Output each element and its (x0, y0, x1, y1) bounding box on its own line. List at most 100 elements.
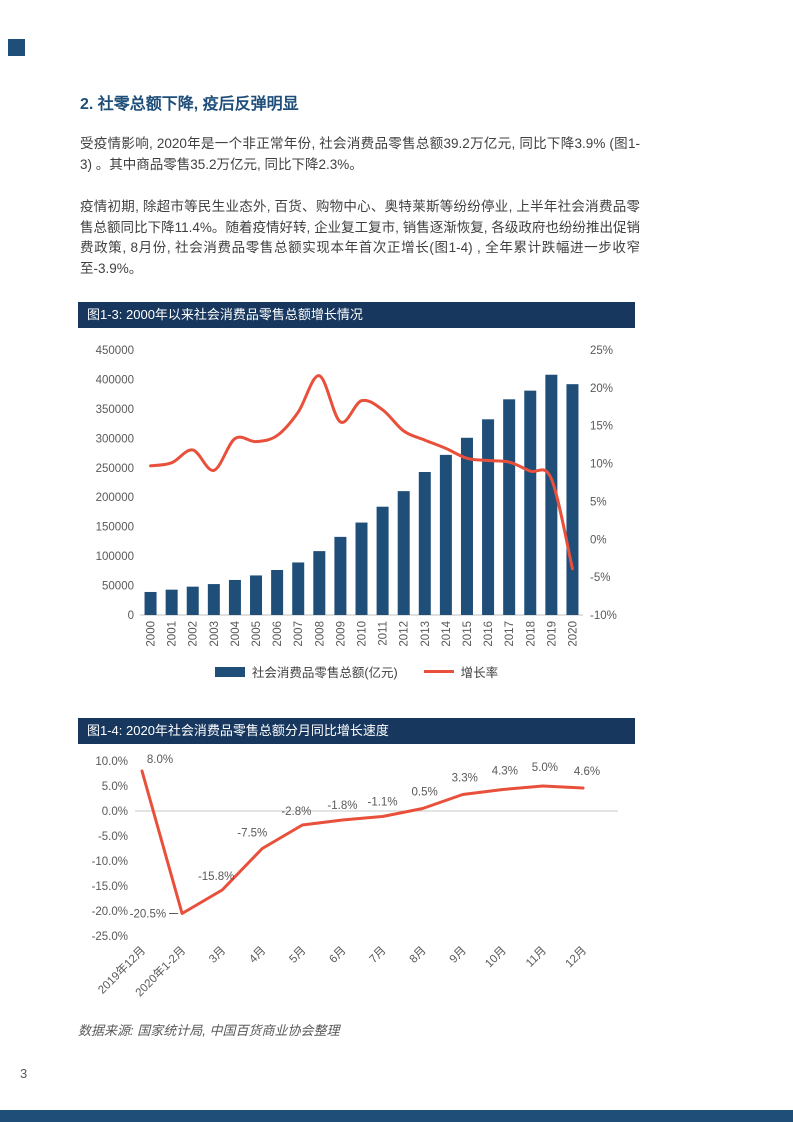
y-axis-tick-label: 200000 (96, 492, 134, 504)
y2-axis-tick-label: -10% (590, 610, 617, 622)
data-label: 3.3% (452, 773, 478, 785)
x-axis-tick-label: 2015 (462, 621, 474, 647)
legend-item-growth: 增长率 (423, 662, 499, 681)
data-label: 8.0% (147, 754, 173, 766)
line-swatch-icon (423, 670, 454, 673)
x-axis-tick-label: 2019 (546, 621, 558, 647)
x-axis-tick-label: 2006 (272, 621, 284, 647)
paragraph-2: 疫情初期, 除超市等民生业态外, 百货、购物中心、奥特莱斯等纷纷停业, 上半年社… (80, 199, 640, 276)
data-label: -15.8% (198, 871, 234, 883)
data-label: -1.1% (368, 797, 398, 809)
bar (250, 575, 263, 615)
y-axis-tick-label: 0.0% (102, 806, 128, 818)
x-axis-tick-label: 2008 (314, 621, 326, 647)
bar (165, 589, 178, 615)
x-axis-tick-label: 2018 (525, 621, 537, 647)
monthly-growth-line (140, 769, 585, 915)
bar (334, 536, 347, 615)
data-label: -1.8% (327, 800, 357, 812)
y2-axis-tick-label: 5% (590, 496, 607, 508)
data-label: -7.5% (237, 828, 267, 840)
chart2-title-bar: 图1-4: 2020年社会消费品零售总额分月同比增长速度 (78, 718, 635, 744)
x-axis-tick-label: 2003 (209, 621, 221, 647)
bar (482, 419, 495, 615)
legend-item-total: 社会消费品零售总额(亿元) (214, 662, 398, 681)
x-axis-tick-label: 9月 (448, 945, 469, 966)
x-axis-tick-label: 2014 (441, 620, 453, 646)
bar (418, 471, 431, 615)
y2-axis-tick-label: 0% (590, 534, 607, 546)
y-axis-tick-label: 10.0% (95, 756, 128, 768)
bar (186, 586, 199, 615)
bar (524, 390, 537, 615)
y-axis-tick-label: -15.0% (92, 881, 128, 893)
bar (355, 522, 368, 615)
footer-bar (0, 1110, 793, 1122)
x-axis-tick-label: 11月 (524, 945, 549, 970)
y-axis-tick-label: -20.0% (92, 906, 128, 918)
y-axis-tick-label: 50000 (102, 581, 134, 593)
y-axis-tick-label: 400000 (96, 374, 134, 386)
x-axis-tick-label: 2009 (335, 621, 347, 647)
chart1-canvas: 0 50000 100000 150000 200000 250000 300000 3500… (96, 345, 617, 647)
bar (460, 437, 473, 615)
y-axis-tick-label: 350000 (96, 404, 134, 416)
y2-axis-tick-label: 20% (590, 383, 613, 395)
page-number: 3 (20, 1066, 28, 1081)
y-axis-tick-label: 100000 (96, 551, 134, 563)
x-axis-tick-label: 7月 (368, 945, 389, 966)
bar (228, 579, 241, 615)
x-axis-tick-label: 2007 (293, 621, 305, 647)
y-axis-tick-label: -5.0% (98, 831, 128, 843)
x-axis-tick-label: 2004 (230, 620, 242, 646)
bar-swatch-icon (214, 666, 245, 677)
growth-rate-line (149, 374, 574, 571)
y2-axis-tick-label: 10% (590, 459, 613, 471)
x-axis-tick-label: 2012 (399, 621, 411, 647)
x-axis-tick-label: 6月 (327, 945, 348, 966)
data-label: 4.3% (492, 766, 518, 778)
bar (503, 399, 516, 615)
x-axis-tick-label: 2016 (483, 621, 495, 647)
bar (313, 551, 326, 615)
bar (144, 591, 157, 615)
retail-total-bars (144, 374, 579, 615)
legend-label-total: 社会消费品零售总额(亿元) (251, 666, 398, 680)
x-axis-tick-label: 10月 (483, 945, 509, 971)
chart1-legend: 社会消费品零售总额(亿元) 增长率 (78, 662, 635, 681)
data-label: 4.6% (574, 766, 600, 778)
x-axis-tick-label: 3月 (207, 945, 228, 966)
y-axis-tick-label: 5.0% (102, 781, 128, 793)
data-label: 5.0% (532, 762, 558, 774)
bar (397, 491, 410, 615)
x-axis-tick-label: 2013 (420, 621, 432, 647)
y-axis-tick-label: 450000 (96, 345, 134, 357)
page-corner-mark (8, 39, 25, 56)
x-axis-tick-label: 8月 (408, 945, 429, 966)
bar (292, 562, 305, 615)
x-axis-tick-label: 2001 (167, 621, 179, 647)
x-axis-tick-label: 2000 (146, 621, 158, 647)
y2-axis-tick-label: 15% (590, 421, 613, 433)
x-axis-tick-label: 12月 (563, 945, 589, 971)
legend-label-growth: 增长率 (460, 666, 499, 680)
bar (439, 454, 452, 615)
x-axis-tick-label: 2002 (188, 621, 200, 647)
x-axis-tick-label: 5月 (287, 945, 308, 966)
y-axis-tick-label: 150000 (96, 522, 134, 534)
x-axis-tick-label: 2020 (567, 621, 579, 647)
y-axis-tick-label: 0 (128, 610, 134, 622)
y-axis-tick-label: -25.0% (92, 931, 128, 943)
y-axis-tick-label: -10.0% (92, 856, 128, 868)
bar (207, 584, 220, 615)
section-heading: 2. 社零总额下降, 疫后反弹明显 (80, 96, 299, 113)
bar (566, 384, 579, 615)
x-axis-tick-label: 2017 (504, 621, 516, 647)
x-axis-tick-label: 2005 (251, 621, 263, 647)
data-label: -2.8% (281, 806, 311, 818)
y-axis-tick-label: 300000 (96, 433, 134, 445)
data-source-note: 数据来源: 国家统计局, 中国百货商业协会整理 (78, 1023, 340, 1038)
x-axis-tick-label: 2011 (378, 621, 390, 646)
chart2-canvas: 10.0% 5.0% 0.0% -5.0% -10.0% -15.0% -20.0% -25.… (92, 754, 618, 999)
